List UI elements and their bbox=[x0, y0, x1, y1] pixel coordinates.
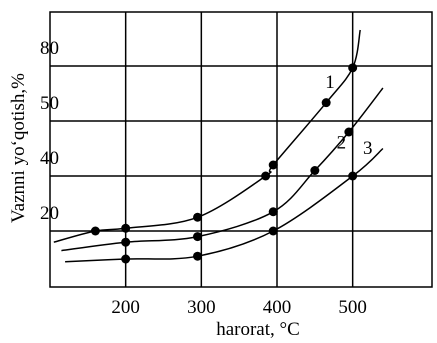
series-1-point bbox=[321, 98, 331, 108]
series-2-point bbox=[344, 127, 354, 137]
series-3-point bbox=[348, 171, 358, 181]
chart-grid bbox=[49, 11, 433, 288]
y-tick-label: 40 bbox=[40, 148, 59, 169]
series-3-point bbox=[268, 226, 278, 236]
series-1-point bbox=[348, 63, 358, 73]
series-2-point bbox=[310, 166, 320, 175]
series-3-point bbox=[193, 251, 203, 261]
series-1-point bbox=[261, 171, 271, 181]
x-tick-label: 300 bbox=[187, 297, 216, 318]
series-2-label: 2 bbox=[337, 133, 347, 154]
series-3-label: 3 bbox=[363, 138, 373, 159]
x-tick-label: 400 bbox=[263, 297, 292, 318]
series-1-point bbox=[121, 223, 131, 233]
series-2-point bbox=[268, 207, 278, 217]
y-tick-label: 50 bbox=[40, 93, 59, 114]
chart-series: 1 2 3 bbox=[53, 29, 384, 264]
series-1-line bbox=[53, 29, 361, 243]
plot-frame bbox=[49, 11, 433, 288]
chart-tick-labels: 200 300 400 500 20 40 50 80 bbox=[40, 38, 367, 318]
series-1-point bbox=[90, 226, 100, 236]
series-2-point bbox=[193, 232, 203, 242]
series-3-point bbox=[121, 254, 131, 264]
series-2-point bbox=[121, 237, 131, 247]
x-tick-label: 200 bbox=[111, 297, 140, 318]
series-1-point bbox=[268, 160, 278, 170]
x-tick-label: 500 bbox=[338, 297, 367, 318]
y-axis-title: Vaznni yo‘qotish,% bbox=[8, 73, 29, 223]
y-tick-label: 80 bbox=[40, 38, 59, 59]
series-3-line bbox=[65, 147, 384, 263]
series-2-line bbox=[61, 87, 384, 252]
series-1-label: 1 bbox=[325, 72, 335, 93]
series-1-point bbox=[193, 212, 203, 222]
x-axis-title: harorat, °C bbox=[216, 319, 300, 340]
y-tick-label: 20 bbox=[40, 203, 59, 224]
